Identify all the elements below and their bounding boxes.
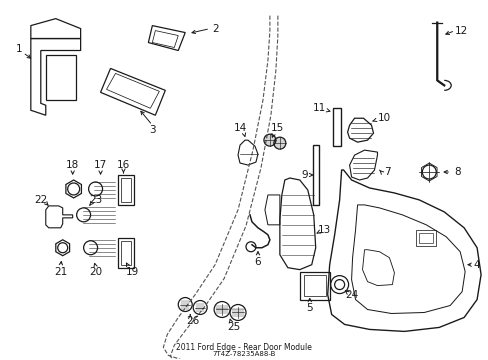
Bar — [299, 272, 329, 300]
Text: 8: 8 — [453, 167, 460, 177]
Text: 7: 7 — [384, 167, 390, 177]
Bar — [332, 108, 340, 146]
Text: 25: 25 — [227, 323, 240, 332]
Bar — [312, 145, 318, 205]
Text: 9: 9 — [301, 170, 307, 180]
Text: 20: 20 — [89, 267, 102, 276]
Text: 1: 1 — [16, 44, 22, 54]
Text: 21: 21 — [54, 267, 67, 276]
Text: 13: 13 — [317, 225, 331, 235]
Text: 26: 26 — [186, 316, 200, 327]
Text: 3: 3 — [149, 125, 155, 135]
Text: 15: 15 — [271, 123, 284, 133]
Text: 17: 17 — [94, 160, 107, 170]
Text: 14: 14 — [233, 123, 246, 133]
Bar — [118, 238, 134, 268]
Bar — [419, 233, 432, 243]
Text: 2: 2 — [211, 24, 218, 33]
Text: 11: 11 — [312, 103, 325, 113]
Text: 24: 24 — [344, 289, 358, 300]
Text: 23: 23 — [89, 195, 102, 205]
Bar — [118, 175, 134, 205]
Bar — [303, 275, 325, 296]
Text: 19: 19 — [125, 267, 139, 276]
Text: 10: 10 — [377, 113, 390, 123]
Bar — [415, 230, 435, 246]
Text: 7T4Z-78235A88-B: 7T4Z-78235A88-B — [212, 351, 275, 357]
Text: 18: 18 — [66, 160, 79, 170]
Text: 2011 Ford Edge - Rear Door Module: 2011 Ford Edge - Rear Door Module — [176, 343, 311, 352]
Text: 22: 22 — [34, 195, 47, 205]
Text: 12: 12 — [454, 26, 467, 36]
Text: 6: 6 — [254, 257, 261, 267]
Text: 16: 16 — [117, 160, 130, 170]
Bar — [121, 241, 131, 265]
Bar — [121, 178, 131, 202]
Text: 5: 5 — [306, 302, 312, 312]
Text: 4: 4 — [473, 260, 479, 270]
